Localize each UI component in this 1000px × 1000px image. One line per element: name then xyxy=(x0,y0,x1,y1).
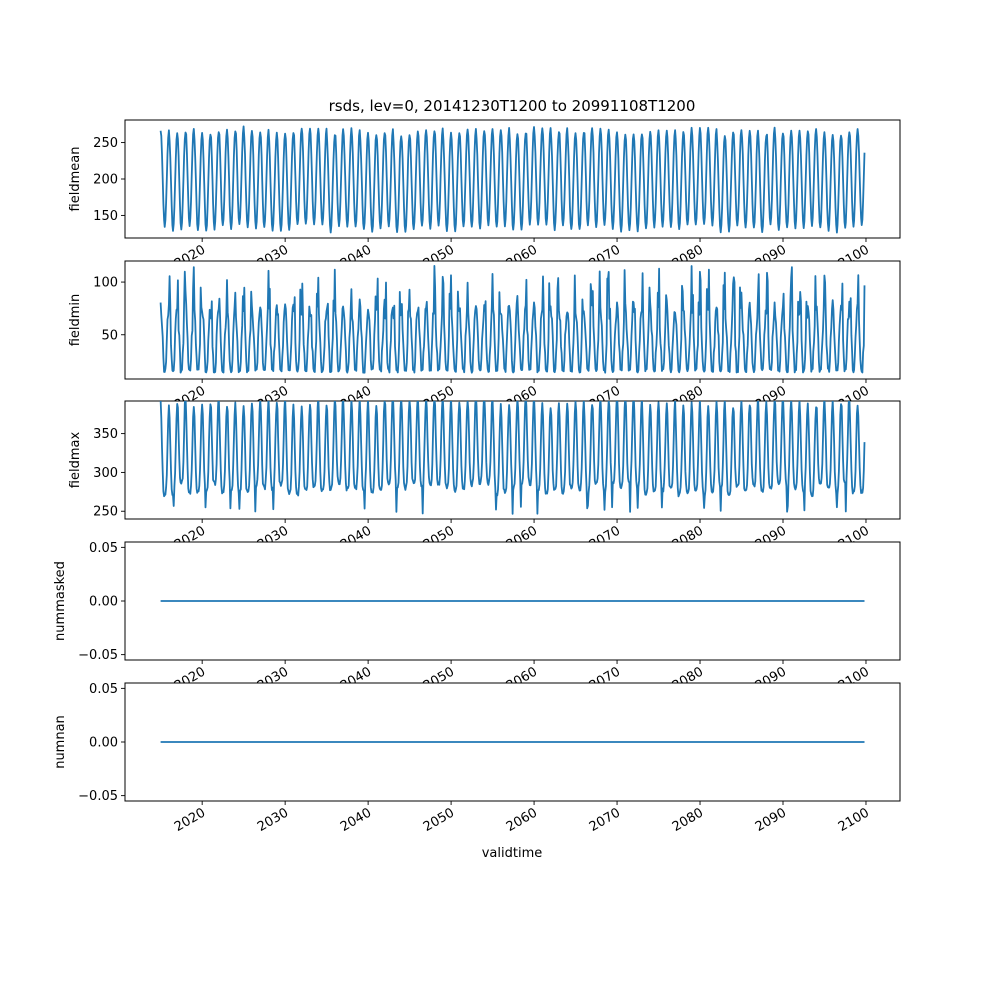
y-tick-label: 250 xyxy=(93,505,118,520)
y-axis-label: fieldmin xyxy=(68,294,83,347)
x-tick-label: 2070 xyxy=(587,805,623,835)
y-tick-label: 350 xyxy=(93,427,118,442)
series-line-fieldmean xyxy=(159,125,866,234)
y-tick-label: −0.05 xyxy=(78,789,118,804)
y-axis-label: nummasked xyxy=(53,561,68,641)
x-axis-label: validtime xyxy=(482,846,543,861)
y-tick-label: 300 xyxy=(93,466,118,481)
series-line-fieldmax xyxy=(159,401,866,515)
y-tick-label: 50 xyxy=(101,328,118,343)
y-tick-label: 0.00 xyxy=(89,595,118,610)
y-tick-label: 0.00 xyxy=(89,736,118,751)
x-tick-label: 2100 xyxy=(836,805,872,835)
y-axis-label: numnan xyxy=(53,715,68,769)
y-tick-label: 250 xyxy=(93,136,118,151)
y-tick-label: 200 xyxy=(93,173,118,188)
y-tick-label: −0.05 xyxy=(78,648,118,663)
chart-title: rsds, lev=0, 20141230T1200 to 20991108T1… xyxy=(329,97,696,115)
x-tick-label: 2040 xyxy=(338,805,374,835)
y-tick-label: 0.05 xyxy=(89,541,118,556)
x-tick-label: 2020 xyxy=(172,805,208,835)
y-tick-label: 100 xyxy=(93,276,118,291)
series-line-fieldmin xyxy=(159,265,866,374)
x-tick-label: 2080 xyxy=(670,805,706,835)
y-tick-label: 0.05 xyxy=(89,682,118,697)
y-axis-label: fieldmean xyxy=(68,147,83,212)
panel-numnan: −0.05 0.00 0.05 numnan 2020 2030 2040 2050 2060 2… xyxy=(53,682,901,835)
y-tick-label: 150 xyxy=(93,209,118,224)
x-tick-label: 2050 xyxy=(421,805,457,835)
x-tick-label: 2060 xyxy=(504,805,540,835)
x-tick-label: 2090 xyxy=(753,805,789,835)
y-axis-label: fieldmax xyxy=(68,432,83,489)
x-tick-label: 2030 xyxy=(255,805,291,835)
